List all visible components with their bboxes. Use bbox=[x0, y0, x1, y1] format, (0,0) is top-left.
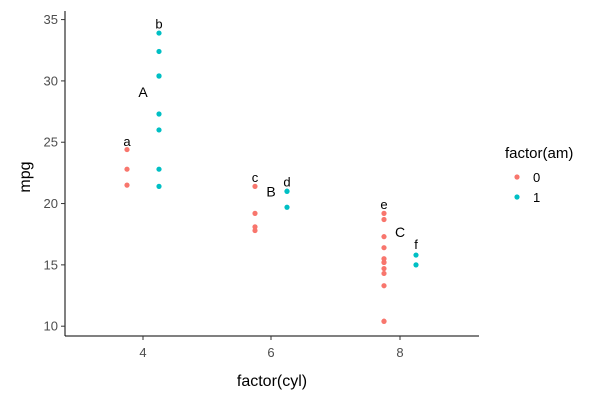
data-point bbox=[156, 73, 162, 79]
plot-area: a b c d e f A B C bbox=[123, 16, 419, 324]
data-point bbox=[252, 210, 258, 216]
legend-label-0: 0 bbox=[533, 170, 540, 185]
data-point bbox=[284, 188, 290, 194]
data-point bbox=[156, 48, 162, 55]
data-point bbox=[381, 283, 387, 289]
legend: factor(am) 0 1 bbox=[505, 145, 573, 205]
data-point bbox=[381, 256, 387, 262]
y-tick-label: 25 bbox=[44, 135, 58, 150]
y-tick-label: 35 bbox=[44, 12, 58, 27]
data-point bbox=[124, 182, 130, 188]
data-point bbox=[381, 210, 387, 216]
data-point bbox=[156, 30, 162, 36]
y-tick-label: 30 bbox=[44, 73, 58, 88]
data-point bbox=[284, 204, 290, 210]
data-point bbox=[413, 262, 419, 268]
data-point bbox=[252, 227, 258, 234]
annotation-label: a bbox=[123, 134, 131, 149]
legend-title: factor(am) bbox=[505, 145, 573, 162]
data-point bbox=[381, 265, 387, 272]
x-axis: 4 6 8 bbox=[65, 335, 479, 360]
data-point bbox=[381, 259, 387, 266]
legend-label-1: 1 bbox=[533, 190, 540, 205]
y-axis-title: mpg bbox=[17, 161, 34, 192]
annotation-label: b bbox=[155, 16, 162, 31]
x-tick-label: 6 bbox=[267, 345, 274, 360]
data-point bbox=[252, 224, 258, 230]
y-tick-label: 10 bbox=[44, 319, 58, 334]
data-point bbox=[156, 166, 162, 172]
y-tick-label: 20 bbox=[44, 196, 58, 211]
data-point bbox=[156, 183, 162, 189]
data-point bbox=[381, 318, 387, 324]
data-point bbox=[381, 270, 387, 277]
data-point bbox=[381, 234, 387, 240]
series-am-0 bbox=[124, 146, 387, 324]
series-am-1 bbox=[156, 30, 419, 268]
data-point bbox=[381, 216, 387, 223]
annotation-label: c bbox=[252, 170, 259, 185]
annotation-label: C bbox=[395, 224, 405, 240]
annotation-label: B bbox=[266, 184, 275, 200]
data-point bbox=[381, 245, 387, 251]
data-point bbox=[252, 183, 258, 189]
data-point bbox=[413, 252, 419, 258]
data-point bbox=[124, 146, 130, 153]
data-point bbox=[124, 166, 130, 172]
x-axis-title: factor(cyl) bbox=[237, 373, 307, 390]
legend-key-0 bbox=[514, 174, 520, 180]
legend-key-1 bbox=[514, 194, 520, 200]
y-tick-label: 15 bbox=[44, 257, 58, 272]
data-point bbox=[156, 127, 162, 133]
annotation-label: d bbox=[283, 175, 290, 190]
y-axis: 10 15 20 25 30 35 bbox=[44, 11, 66, 336]
annotation-label: f bbox=[414, 237, 418, 252]
data-point bbox=[156, 111, 162, 117]
annotation-label: e bbox=[380, 197, 387, 212]
x-tick-label: 8 bbox=[396, 345, 403, 360]
annotation-label: A bbox=[138, 84, 148, 100]
x-tick-label: 4 bbox=[139, 345, 146, 360]
